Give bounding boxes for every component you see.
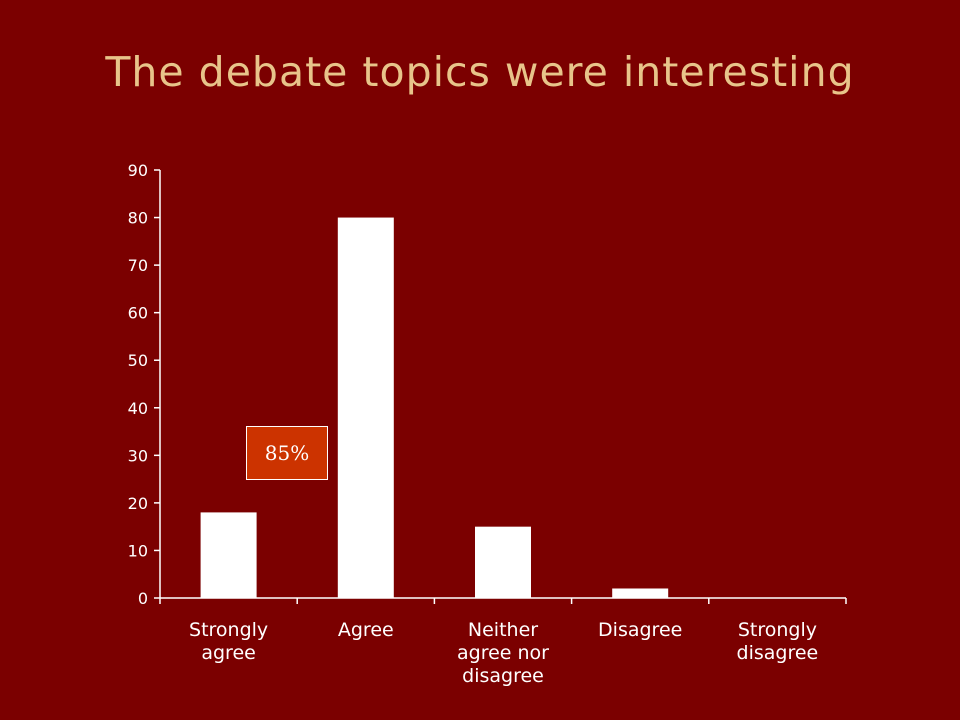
x-category-label-line: agree nor [457, 642, 549, 664]
x-category-label: Neither agree nor disagree [457, 619, 549, 687]
bar-0 [200, 512, 257, 598]
y-tick-label: 30 [128, 446, 148, 465]
chart-bars [200, 217, 669, 599]
slide-title: The debate topics were interesting [105, 48, 855, 96]
x-category-label: Strongly agree [189, 619, 268, 664]
x-category-label-line: Disagree [598, 619, 682, 641]
x-category-label-line: Strongly [738, 619, 817, 641]
x-category-label: Agree [338, 619, 394, 641]
x-category-label: Disagree [598, 619, 682, 641]
y-tick-label: 50 [128, 351, 148, 370]
x-category-label-line: disagree [737, 642, 819, 664]
percentage-callout: 85% [246, 426, 328, 480]
x-category-label-line: agree [201, 642, 255, 664]
y-axis-ticks: 0 10 20 30 40 50 60 70 80 90 [128, 161, 160, 608]
x-category-label: Strongly disagree [737, 619, 819, 664]
bar-2 [475, 526, 531, 598]
y-tick-label: 20 [128, 494, 148, 513]
y-tick-label: 70 [128, 256, 148, 275]
y-tick-label: 80 [128, 209, 148, 228]
y-tick-label: 90 [128, 161, 148, 180]
y-tick-label: 60 [128, 304, 148, 323]
bar-3 [612, 588, 669, 598]
y-tick-label: 0 [138, 589, 148, 608]
y-tick-label: 10 [128, 541, 148, 560]
x-category-label-line: Neither [468, 619, 538, 641]
x-category-label-line: Strongly [189, 619, 268, 641]
x-category-label-line: disagree [462, 665, 544, 687]
x-category-label-line: Agree [338, 619, 394, 641]
bar-1 [337, 217, 394, 599]
y-tick-label: 40 [128, 399, 148, 418]
